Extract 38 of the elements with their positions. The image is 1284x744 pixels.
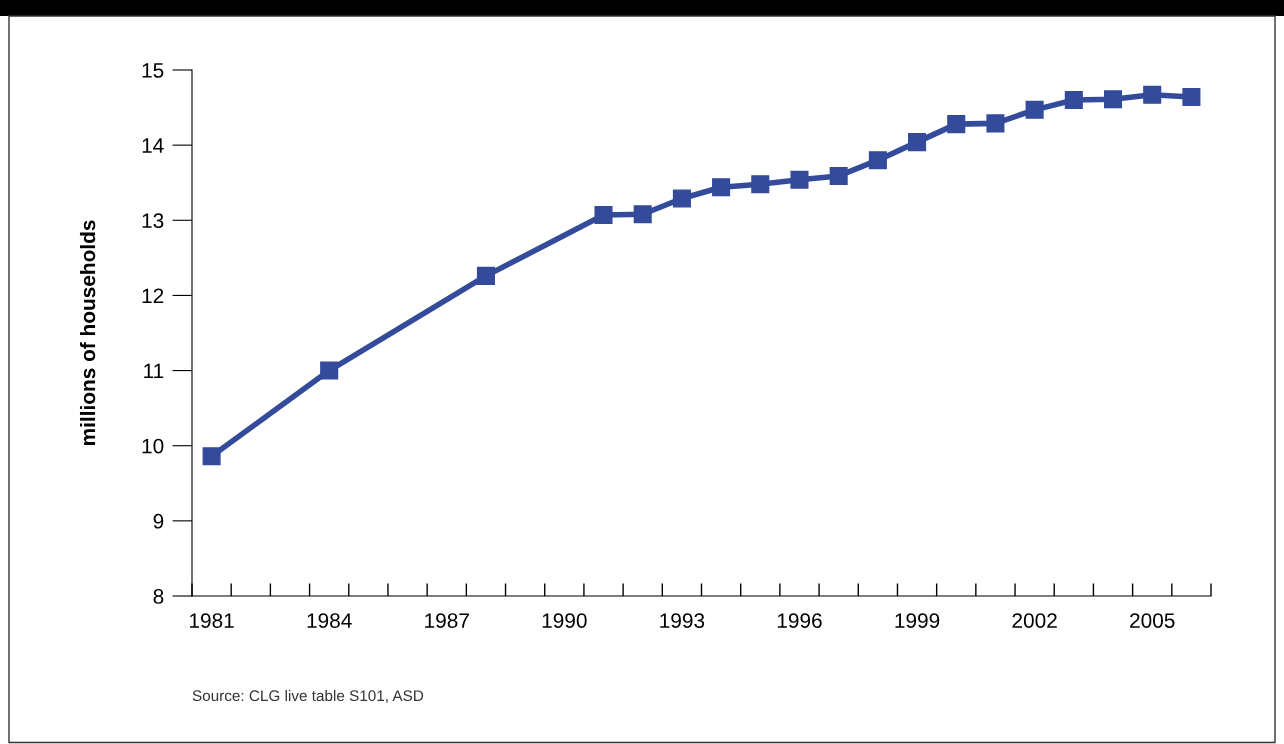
point <box>712 178 731 197</box>
y-axis-title: millions of households <box>79 220 96 446</box>
point <box>1064 91 1083 110</box>
y-tick-label: 12 <box>142 288 164 303</box>
point <box>751 175 770 194</box>
x-tick-label: 2005 <box>1130 613 1175 628</box>
source-note: Source: CLG live table S101, ASD <box>192 689 424 703</box>
point <box>320 361 339 380</box>
point <box>1025 100 1044 119</box>
point <box>594 205 613 225</box>
x-tick-label: 1987 <box>425 613 469 628</box>
y-tick-label: 15 <box>142 63 164 78</box>
point <box>1103 90 1123 109</box>
point <box>1182 88 1201 107</box>
x-tick-label: 1999 <box>895 613 940 628</box>
point <box>829 166 848 185</box>
point <box>672 189 691 208</box>
y-tick-label: 9 <box>153 513 164 529</box>
x-tick-label: 1993 <box>660 613 705 628</box>
point <box>633 205 652 224</box>
point <box>790 170 809 189</box>
y-tick-label: 13 <box>142 213 164 229</box>
point <box>947 115 966 134</box>
point <box>908 133 927 152</box>
x-tick-label: 1990 <box>542 613 587 628</box>
point <box>1143 85 1162 104</box>
point <box>202 447 221 466</box>
x-tick-label: 1984 <box>307 613 352 628</box>
y-tick-label: 14 <box>142 138 164 153</box>
y-tick-label: 8 <box>153 589 164 604</box>
y-tick-label: 10 <box>142 438 164 454</box>
point <box>986 114 1005 133</box>
x-tick-label: 1981 <box>190 613 234 628</box>
x-tick-label: 2002 <box>1012 613 1057 628</box>
y-tick-label: 11 <box>144 363 164 379</box>
x-tick-label: 1996 <box>777 613 822 628</box>
point <box>868 151 887 170</box>
point <box>476 266 495 285</box>
